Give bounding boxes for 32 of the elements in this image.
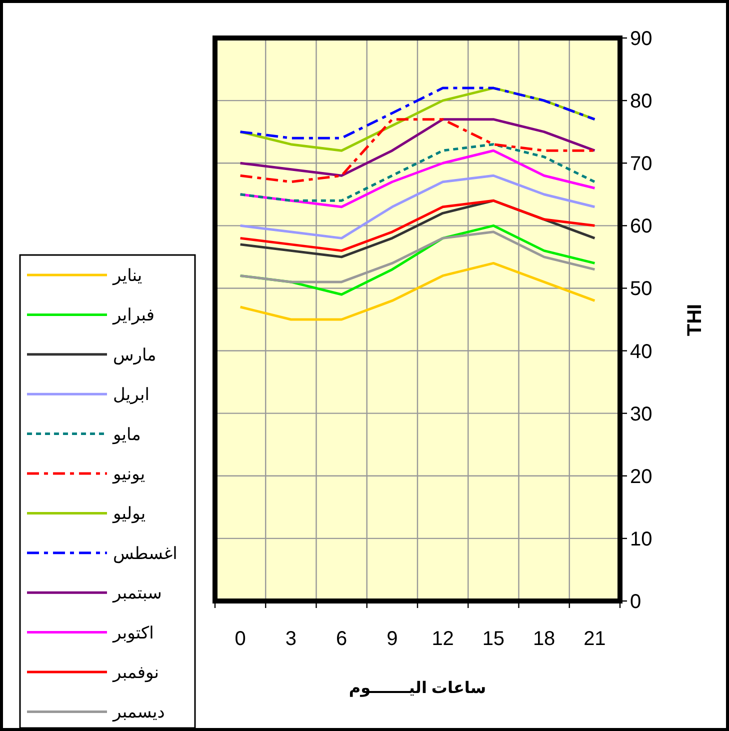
y-tick-label: 40 — [630, 340, 652, 363]
x-tick-label: 21 — [584, 628, 606, 650]
legend-label: سبتمبر — [112, 584, 162, 604]
y-tick-label: 20 — [630, 466, 652, 488]
legend-label: مارس — [113, 345, 156, 366]
y-tick-label: 0 — [630, 591, 642, 613]
x-tick-label: 3 — [285, 628, 296, 650]
legend-label: مايو — [112, 424, 141, 445]
y-tick-label: 30 — [630, 403, 652, 426]
legend-label: يناير — [112, 266, 142, 286]
legend-label: فبراير — [112, 306, 154, 326]
x-tick-label: 0 — [234, 628, 246, 650]
y-tick-label: 50 — [630, 278, 652, 300]
legend-label: اكتوبر — [112, 623, 154, 644]
y-tick-label: 10 — [630, 528, 652, 550]
y-tick-label: 70 — [630, 153, 652, 176]
legend-label: اغسطس — [113, 544, 178, 564]
legend-label: ديسمبر — [112, 702, 165, 723]
legend-label: يونيو — [112, 464, 146, 484]
x-tick-label: 15 — [482, 628, 505, 650]
x-axis-title: ساعات اليـــــــوم — [348, 680, 486, 697]
y-tick-label: 60 — [630, 216, 652, 238]
legend-label: نوفمبر — [112, 663, 159, 683]
y-tick-label: 80 — [630, 90, 652, 113]
x-tick-label: 6 — [336, 628, 348, 650]
legend-label: يوليو — [112, 504, 146, 524]
legend-label: ابريل — [113, 385, 150, 406]
x-tick-label: 9 — [386, 628, 398, 650]
x-tick-label: 12 — [432, 628, 454, 650]
x-tick-label: 18 — [532, 628, 556, 650]
y-tick-label: 90 — [630, 28, 652, 50]
y-axis-title: THI — [684, 304, 706, 336]
